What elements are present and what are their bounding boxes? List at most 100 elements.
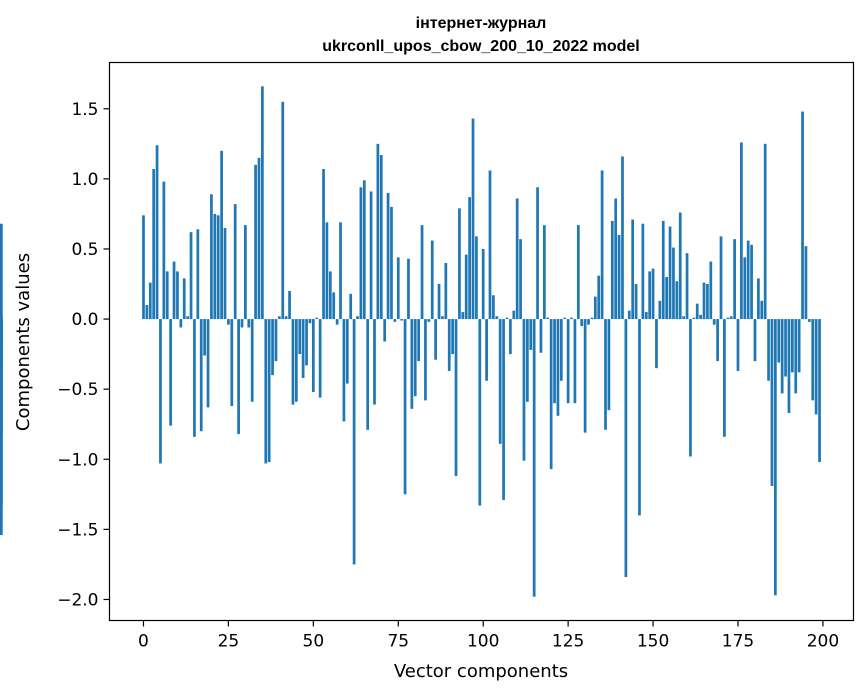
bar-50	[311, 319, 315, 392]
bar-197	[811, 319, 815, 401]
bar-143	[627, 310, 631, 320]
bar-48	[305, 319, 308, 366]
chart-subtitle: ukrconll_upos_cbow_200_10_2022 model	[322, 38, 639, 55]
bar-186	[774, 319, 777, 596]
bar-105	[498, 319, 502, 444]
bar-undefined	[0, 319, 3, 367]
bar-93	[458, 208, 461, 320]
bar-30	[244, 225, 247, 320]
bar-85	[430, 240, 434, 320]
bar-51	[315, 317, 319, 320]
bar-21	[213, 213, 217, 320]
bar-26	[230, 319, 234, 406]
bar-28	[237, 319, 240, 435]
y-tick-label: 1.5	[71, 100, 98, 120]
bar-118	[542, 225, 546, 320]
x-tick-label: 100	[467, 632, 499, 652]
x-tick-label: 150	[637, 632, 669, 652]
bar-114	[529, 319, 533, 350]
bar-167	[709, 261, 713, 320]
bar-66	[366, 319, 370, 430]
bar-191	[790, 319, 794, 373]
y-tick-label: 0.0	[71, 310, 98, 330]
bar-142	[624, 319, 628, 578]
bar-106	[502, 319, 505, 500]
bar-43	[288, 291, 291, 320]
bar-92	[454, 319, 458, 477]
bar-135	[600, 170, 604, 320]
bar-184	[767, 319, 770, 381]
bar-172	[726, 317, 730, 320]
bar-24	[223, 227, 227, 320]
x-tick-label: 75	[387, 632, 409, 652]
bar-115	[532, 319, 536, 597]
bar-86	[434, 319, 437, 360]
bar-152	[658, 300, 662, 320]
bar-168	[712, 319, 716, 325]
bar-5	[159, 319, 162, 464]
bar-79	[410, 319, 414, 409]
bar-198	[814, 319, 818, 415]
bar-20	[210, 194, 213, 320]
y-tick-label: 1.0	[71, 170, 98, 190]
bar-62	[352, 319, 356, 565]
bar-87	[437, 284, 441, 320]
bar-46	[298, 319, 302, 355]
bar-68	[373, 319, 376, 405]
bar-42	[284, 316, 288, 320]
bar-103	[492, 295, 495, 320]
y-tick-label: 0.5	[71, 240, 98, 260]
bar-189	[784, 319, 787, 377]
bar-122	[556, 319, 560, 416]
bar-170	[719, 236, 723, 320]
bar-31	[247, 319, 251, 328]
bar-0	[142, 215, 145, 320]
y-axis-label: Components values	[13, 253, 34, 431]
bar-47	[301, 319, 305, 378]
bar-19	[206, 319, 210, 408]
bar-45	[294, 319, 298, 402]
bar-39	[274, 319, 278, 362]
y-tick-label: −0.5	[57, 380, 98, 400]
bar-178	[746, 240, 750, 320]
bar-97	[471, 118, 475, 320]
bar-63	[356, 316, 359, 320]
bar-undefined	[0, 316, 3, 320]
bar-136	[604, 319, 607, 430]
bar-64	[359, 187, 363, 320]
bar-54	[325, 222, 329, 320]
bar-166	[706, 284, 709, 320]
bar-132	[590, 317, 594, 320]
bar-18	[203, 319, 206, 356]
bar-37	[267, 319, 271, 463]
bar-120	[549, 319, 553, 470]
bar-91	[451, 319, 454, 355]
bar-157	[675, 281, 679, 320]
bar-49	[308, 319, 312, 324]
bar-60	[345, 319, 349, 384]
bar-57	[335, 319, 339, 325]
bar-163	[695, 303, 699, 320]
bar-130	[583, 319, 587, 433]
bar-8	[169, 319, 173, 426]
bar-98	[475, 236, 478, 320]
bar-195	[804, 246, 808, 320]
x-tick-label: 200	[807, 632, 839, 652]
bar-75	[396, 257, 400, 320]
y-tick-label: −1.0	[57, 450, 98, 470]
bar-7	[165, 271, 169, 320]
bar-131	[587, 319, 590, 325]
bar-107	[505, 317, 509, 320]
bar-81	[417, 319, 421, 362]
bar-125	[566, 319, 570, 404]
bar-78	[407, 258, 410, 320]
bar-145	[634, 284, 638, 320]
bar-199	[818, 319, 821, 463]
bar-71	[383, 319, 387, 342]
bar-22	[216, 215, 220, 320]
bar-171	[723, 319, 726, 437]
bar-196	[807, 319, 811, 322]
bar-109	[512, 310, 516, 320]
bar-58	[339, 222, 342, 320]
bar-10	[176, 271, 179, 320]
